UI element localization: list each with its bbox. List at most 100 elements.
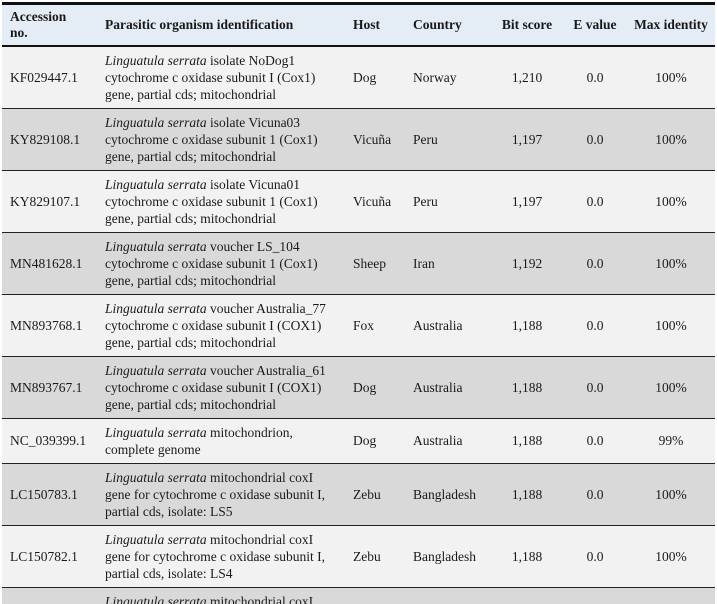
identification-cell: Linguatula serrata isolate Vicuna01 cyto… [99,170,347,233]
max-identity-cell: 100% [627,463,715,526]
host-cell: Zebu [347,525,407,588]
bit-score-cell: 1,188 [491,294,563,357]
host-cell: Vicuña [347,170,407,233]
identification-cell: Linguatula serrata mitochondrion, comple… [99,418,347,464]
table-row: KY829108.1 Linguatula serrata isolate Vi… [2,108,715,171]
table-row: LC150783.1 Linguatula serrata mitochondr… [2,463,715,526]
organism-description: mitochondrial coxI gene for cytochrome c… [105,531,326,581]
e-value-cell: 0.0 [563,45,627,109]
country-cell: Peru [407,108,491,171]
table-row: LC150781.1 Linguatula serrata mitochondr… [2,587,715,604]
organism-name: Linguatula serrata [105,176,207,192]
table-row: KF029447.1 Linguatula serrata isolate No… [2,45,715,109]
bit-score-cell: 1,188 [491,587,563,604]
country-cell: Bangladesh [407,463,491,526]
organism-name: Linguatula serrata [105,362,207,378]
organism-name: Linguatula serrata [105,531,207,547]
column-header-host: Host [347,3,407,47]
max-identity-cell: 99% [627,418,715,464]
identification-cell: Linguatula serrata mitochondrial coxI ge… [99,587,347,604]
bit-score-cell: 1,188 [491,356,563,419]
host-cell: Zebu [347,463,407,526]
country-cell: Australia [407,418,491,464]
accession-cell: LC150783.1 [2,463,99,526]
e-value-cell: 0.0 [563,294,627,357]
organism-description: isolate Vicuna01 cytochrome c oxidase su… [105,176,318,226]
bit-score-cell: 1,188 [491,525,563,588]
bit-score-cell: 1,188 [491,463,563,526]
organism-description: mitochondrion, complete genome [105,424,293,457]
host-cell: Fox [347,294,407,357]
column-header-e-value: E value [563,3,627,47]
identification-cell: Linguatula serrata mitochondrial coxI ge… [99,463,347,526]
accession-cell: NC_039399.1 [2,418,99,464]
column-header-identification: Parasitic organism identification [99,3,347,47]
table-row: MN893768.1 Linguatula serrata voucher Au… [2,294,715,357]
organism-name: Linguatula serrata [105,593,207,604]
country-cell: Bangladesh [407,587,491,604]
host-cell: Sheep [347,232,407,295]
country-cell: Australia [407,294,491,357]
e-value-cell: 0.0 [563,463,627,526]
organism-description: mitochondrial coxI gene for cytochrome c… [210,593,314,604]
accession-cell: KF029447.1 [2,45,99,109]
e-value-cell: 0.0 [563,356,627,419]
organism-name: Linguatula serrata [105,424,207,440]
country-cell: Australia [407,356,491,419]
column-header-country: Country [407,3,491,47]
accession-cell: MN481628.1 [2,232,99,295]
e-value-cell: 0.0 [563,170,627,233]
country-cell: Bangladesh [407,525,491,588]
organism-description: voucher LS_104 cytochrome c oxidase subu… [105,238,318,288]
max-identity-cell: 100% [627,587,715,604]
max-identity-cell: 100% [627,232,715,295]
accession-cell: LC150781.1 [2,587,99,604]
host-cell: Dog [347,45,407,109]
host-cell: Dog [347,356,407,419]
bit-score-cell: 1,197 [491,170,563,233]
accession-cell: LC150782.1 [2,525,99,588]
country-cell: Iran [407,232,491,295]
organism-description: voucher Australia_77 cytochrome c oxidas… [105,300,326,350]
max-identity-cell: 100% [627,170,715,233]
country-cell: Peru [407,170,491,233]
table-row: LC150782.1 Linguatula serrata mitochondr… [2,525,715,588]
table-row: MN481628.1 Linguatula serrata voucher LS… [2,232,715,295]
accession-cell: KY829108.1 [2,108,99,171]
max-identity-cell: 100% [627,294,715,357]
max-identity-cell: 100% [627,108,715,171]
e-value-cell: 0.0 [563,232,627,295]
table-body: KF029447.1 Linguatula serrata isolate No… [2,45,715,604]
organism-description: isolate Vicuna03 cytochrome c oxidase su… [105,114,318,164]
organism-name: Linguatula serrata [105,469,207,485]
bit-score-cell: 1,192 [491,232,563,295]
e-value-cell: 0.0 [563,418,627,464]
host-cell: Vicuña [347,108,407,171]
identification-cell: Linguatula serrata voucher LS_104 cytoch… [99,232,347,295]
bit-score-cell: 1,210 [491,45,563,109]
accession-cell: KY829107.1 [2,170,99,233]
column-header-max-identity: Max identity [627,3,715,47]
host-cell: Zebu [347,587,407,604]
max-identity-cell: 100% [627,45,715,109]
header-row: Accession no. Parasitic organism identif… [2,3,715,47]
max-identity-cell: 100% [627,356,715,419]
accession-cell: MN893768.1 [2,294,99,357]
identification-cell: Linguatula serrata voucher Australia_61 … [99,356,347,419]
organism-name: Linguatula serrata [105,300,207,316]
table-row: NC_039399.1 Linguatula serrata mitochond… [2,418,715,464]
e-value-cell: 0.0 [563,587,627,604]
identification-cell: Linguatula serrata voucher Australia_77 … [99,294,347,357]
organism-description: isolate NoDog1 cytochrome c oxidase subu… [105,52,316,102]
table-row: KY829107.1 Linguatula serrata isolate Vi… [2,170,715,233]
e-value-cell: 0.0 [563,108,627,171]
organism-description: voucher Australia_61 cytochrome c oxidas… [105,362,326,412]
bit-score-cell: 1,197 [491,108,563,171]
bit-score-cell: 1,188 [491,418,563,464]
identification-cell: Linguatula serrata mitochondrial coxI ge… [99,525,347,588]
organism-description: mitochondrial coxI gene for cytochrome c… [105,469,326,519]
identification-cell: Linguatula serrata isolate NoDog1 cytoch… [99,45,347,109]
column-header-accession: Accession no. [2,3,99,47]
organism-name: Linguatula serrata [105,238,207,254]
